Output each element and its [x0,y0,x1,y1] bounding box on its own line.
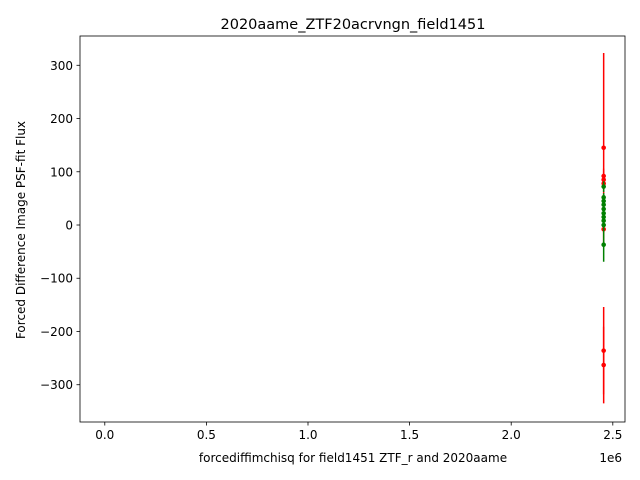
data-marks [601,53,606,404]
data-point [601,210,606,216]
data-point [601,348,606,353]
data-point [601,145,606,151]
y-tick-label: −200 [40,325,73,339]
data-point [601,198,606,204]
y-axis-label: Forced Difference Image PSF-fit Flux [14,121,28,339]
data-point [601,173,606,179]
x-tick-label: 1.5 [400,428,419,442]
data-point [601,362,606,368]
data-point [601,206,606,212]
y-tick-label: 200 [50,112,73,126]
plot-frame [79,35,626,423]
y-tick-label: 100 [50,165,73,179]
series-1 [601,181,606,262]
data-point [601,184,606,189]
x-tick-label: 0.0 [95,428,114,442]
y-axis-ticks: −300 −200 −100 0 100 200 300 [40,59,80,392]
data-point [601,242,606,248]
data-point [601,214,606,220]
data-point [601,195,606,200]
x-tick-label: 0.5 [197,428,216,442]
x-tick-label: 1.0 [298,428,317,442]
y-tick-label: −300 [40,378,73,392]
y-tick-label: 0 [65,219,73,233]
x-axis-label: forcediffimchisq for field1451 ZTF_r and… [199,451,507,465]
x-tick-label: 2.5 [603,428,622,442]
data-point [601,218,606,224]
chart-title: 2020aame_ZTF20acrvngn_field1451 [221,17,486,33]
data-point [601,202,606,208]
data-point [601,177,606,183]
x-axis-offset-label: 1e6 [599,451,622,465]
x-axis-ticks: 0.0 0.5 1.0 1.5 2.0 2.5 [95,422,622,442]
y-tick-label: −100 [40,272,73,286]
x-tick-label: 2.0 [502,428,521,442]
data-point [601,222,606,228]
y-tick-label: 300 [50,59,73,73]
